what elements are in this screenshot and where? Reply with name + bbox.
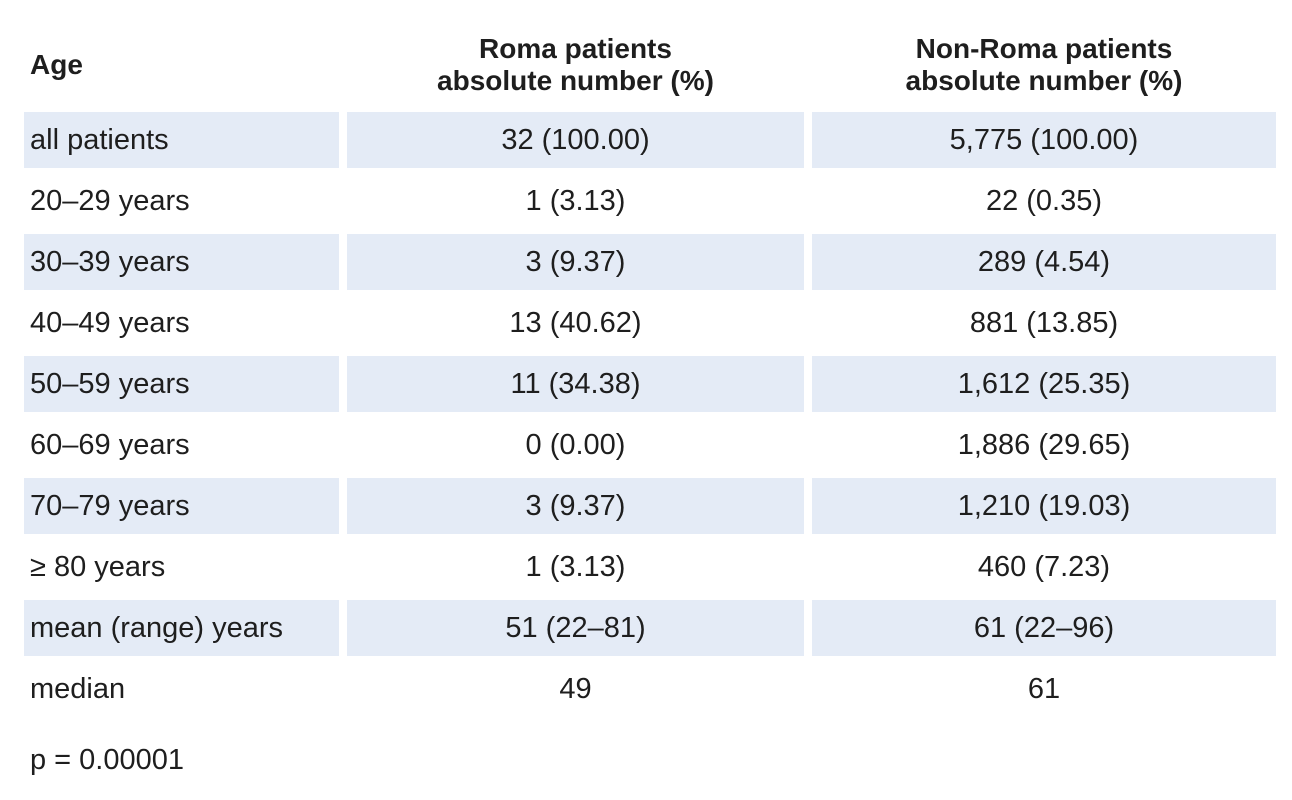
non-roma-value: 460 (7.23) (812, 539, 1276, 595)
non-roma-value: 61 (22–96) (812, 600, 1276, 656)
non-roma-value: 5,775 (100.00) (812, 112, 1276, 168)
roma-value: 0 (0.00) (347, 417, 804, 473)
table-row: 30–39 years 3 (9.37) 289 (4.54) (24, 234, 1276, 290)
non-roma-value: 881 (13.85) (812, 295, 1276, 351)
roma-value: 1 (3.13) (347, 173, 804, 229)
row-label: 50–59 years (24, 356, 339, 412)
header-nonroma-line1: Non-Roma patients (915, 32, 1173, 64)
table-row: 50–59 years 11 (34.38) 1,612 (25.35) (24, 356, 1276, 412)
row-label: 70–79 years (24, 478, 339, 534)
row-label: 20–29 years (24, 173, 339, 229)
table-row: 40–49 years 13 (40.62) 881 (13.85) (24, 295, 1276, 351)
roma-value: 1 (3.13) (347, 539, 804, 595)
row-label: mean (range) years (24, 600, 339, 656)
table-row: median 49 61 (24, 661, 1276, 717)
row-label: 60–69 years (24, 417, 339, 473)
header-roma-patients: Roma patients absolute number (%) (347, 22, 804, 107)
non-roma-value: 1,612 (25.35) (812, 356, 1276, 412)
row-label: 40–49 years (24, 295, 339, 351)
header-roma-line2: absolute number (%) (437, 64, 714, 96)
roma-value: 51 (22–81) (347, 600, 804, 656)
row-label: ≥ 80 years (24, 539, 339, 595)
table-row: ≥ 80 years 1 (3.13) 460 (7.23) (24, 539, 1276, 595)
roma-value: 3 (9.37) (347, 234, 804, 290)
non-roma-value: 1,210 (19.03) (812, 478, 1276, 534)
p-value-footnote: p = 0.00001 (30, 744, 185, 776)
table-body: all patients 32 (100.00) 5,775 (100.00) … (24, 112, 1276, 717)
roma-value: 49 (347, 661, 804, 717)
table-row: 20–29 years 1 (3.13) 22 (0.35) (24, 173, 1276, 229)
table-row: 70–79 years 3 (9.37) 1,210 (19.03) (24, 478, 1276, 534)
header-age: Age (24, 22, 339, 107)
roma-value: 13 (40.62) (347, 295, 804, 351)
table-row: mean (range) years 51 (22–81) 61 (22–96) (24, 600, 1276, 656)
age-distribution-table-container: Age Roma patients absolute number (%) No… (24, 22, 1276, 722)
roma-value: 11 (34.38) (347, 356, 804, 412)
table-row: 60–69 years 0 (0.00) 1,886 (29.65) (24, 417, 1276, 473)
row-label: all patients (24, 112, 339, 168)
header-roma-line1: Roma patients (479, 32, 672, 64)
non-roma-value: 61 (812, 661, 1276, 717)
row-label: 30–39 years (24, 234, 339, 290)
header-non-roma-patients: Non-Roma patients absolute number (%) (812, 22, 1276, 107)
roma-value: 3 (9.37) (347, 478, 804, 534)
non-roma-value: 22 (0.35) (812, 173, 1276, 229)
age-distribution-table: Age Roma patients absolute number (%) No… (16, 17, 1284, 722)
row-label: median (24, 661, 339, 717)
roma-value: 32 (100.00) (347, 112, 804, 168)
table-row: all patients 32 (100.00) 5,775 (100.00) (24, 112, 1276, 168)
non-roma-value: 289 (4.54) (812, 234, 1276, 290)
table-header-row: Age Roma patients absolute number (%) No… (24, 22, 1276, 107)
non-roma-value: 1,886 (29.65) (812, 417, 1276, 473)
header-nonroma-line2: absolute number (%) (905, 64, 1183, 96)
